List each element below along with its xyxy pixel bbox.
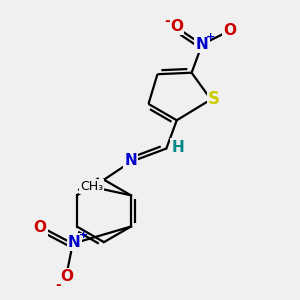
- Text: CH₃: CH₃: [80, 180, 103, 193]
- Text: S: S: [208, 91, 220, 109]
- Text: -: -: [164, 14, 170, 28]
- Text: O: O: [170, 19, 183, 34]
- Text: O: O: [223, 23, 236, 38]
- Text: O: O: [34, 220, 46, 235]
- Text: +: +: [79, 230, 88, 240]
- Text: +: +: [206, 32, 215, 42]
- Text: N: N: [196, 37, 208, 52]
- Text: H: H: [171, 140, 184, 154]
- Text: -: -: [56, 278, 61, 292]
- Text: N: N: [124, 153, 137, 168]
- Text: N: N: [68, 235, 81, 250]
- Text: O: O: [60, 269, 73, 284]
